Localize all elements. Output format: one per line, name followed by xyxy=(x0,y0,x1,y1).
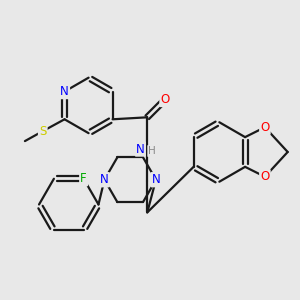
Text: N: N xyxy=(60,85,69,98)
Text: O: O xyxy=(260,170,269,183)
Text: F: F xyxy=(80,172,87,185)
Text: N: N xyxy=(100,173,109,186)
Text: H: H xyxy=(148,146,156,156)
Text: N: N xyxy=(136,142,145,155)
Text: O: O xyxy=(260,121,269,134)
Text: S: S xyxy=(39,125,46,138)
Text: O: O xyxy=(160,93,170,106)
Text: N: N xyxy=(152,173,160,186)
